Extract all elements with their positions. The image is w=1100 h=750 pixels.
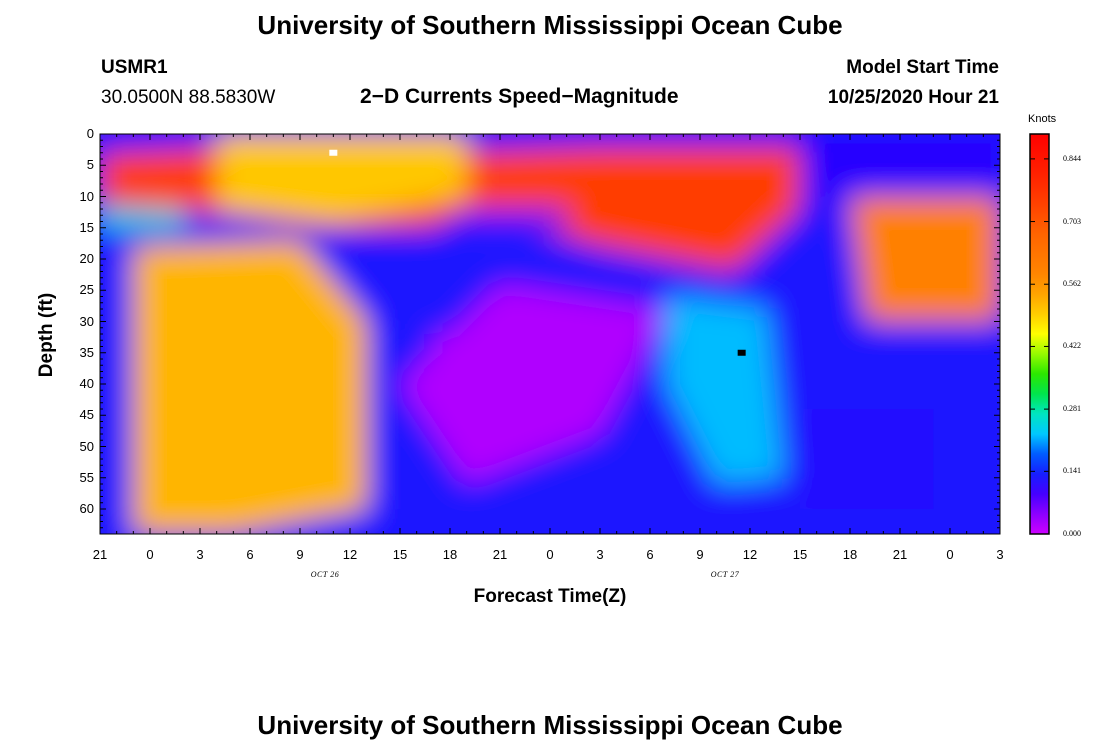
colorbar-tick-label: 0.562	[1063, 279, 1081, 289]
y-tick-label: 10	[79, 188, 94, 204]
x-tick-label: 3	[196, 547, 204, 562]
x-tick-label: 15	[792, 547, 808, 562]
colorbar	[1030, 134, 1049, 534]
station-id: USMR1	[101, 57, 168, 78]
y-tick-label: 15	[79, 219, 94, 235]
x-date-label: OCT 26	[310, 570, 340, 579]
station-coords: 30.0500N 88.5830W	[101, 87, 276, 108]
y-tick-label: 20	[79, 251, 94, 266]
y-axis-label: Depth (ft)	[36, 292, 57, 378]
x-tick-label: 18	[442, 547, 458, 562]
y-tick-label: 60	[79, 501, 94, 516]
x-tick-label: 0	[146, 547, 154, 562]
title-top: University of Southern Mississippi Ocean…	[257, 10, 843, 40]
y-tick-label: 0	[86, 126, 94, 141]
heatmap-marker	[329, 149, 338, 156]
heatmap-marker	[737, 349, 746, 356]
heatmap-cell	[133, 240, 367, 534]
title-bottom: University of Southern Mississippi Ocean…	[257, 710, 843, 740]
heatmap-cell	[433, 334, 534, 434]
x-date-label: OCT 27	[710, 570, 740, 579]
model-start-label: Model Start Time	[846, 57, 999, 78]
colorbar-tick-label: 0.422	[1063, 341, 1081, 351]
x-tick-label: 3	[596, 547, 604, 562]
heatmap-cell	[100, 209, 184, 228]
chart-subtitle: 2−D Currents Speed−Magnitude	[360, 85, 679, 108]
heatmap-cell	[850, 196, 1000, 322]
colorbar-tick-label: 0.141	[1063, 466, 1081, 476]
x-tick-label: 18	[842, 547, 858, 562]
x-tick-label: 21	[492, 547, 508, 562]
y-tick-label: 25	[79, 282, 94, 298]
colorbar-unit: Knots	[1028, 113, 1057, 125]
y-tick-label: 50	[79, 438, 94, 454]
x-tick-label: 0	[546, 547, 554, 562]
x-tick-label: 6	[646, 547, 654, 562]
x-tick-label: 21	[92, 547, 108, 562]
x-tick-label: 6	[246, 547, 254, 562]
heatmap-cell	[216, 134, 467, 222]
heatmap-cell	[800, 409, 934, 509]
x-tick-label: 9	[696, 547, 704, 562]
colorbar-tick-label: 0.000	[1063, 529, 1081, 538]
colorbar-tick-label: 0.281	[1063, 404, 1081, 414]
y-tick-label: 55	[79, 469, 94, 485]
colorbar-tick-label: 0.844	[1063, 153, 1081, 163]
y-tick-label: 45	[79, 407, 94, 423]
x-tick-label: 15	[392, 547, 408, 562]
x-tick-label: 3	[996, 547, 1004, 562]
y-tick-label: 40	[79, 376, 94, 391]
x-tick-label: 21	[892, 547, 908, 562]
model-start-value: 10/25/2020 Hour 21	[827, 87, 999, 108]
x-tick-label: 0	[946, 547, 954, 562]
heatmap-cell	[666, 296, 784, 484]
y-tick-label: 5	[86, 157, 94, 173]
colorbar-tick-label: 0.703	[1063, 216, 1081, 226]
x-axis-label: Forecast Time(Z)	[473, 586, 627, 607]
x-tick-label: 12	[342, 547, 358, 562]
x-tick-label: 9	[296, 547, 304, 562]
x-tick-label: 12	[742, 547, 758, 562]
y-tick-label: 35	[79, 344, 94, 360]
heatmap-cell	[466, 209, 567, 228]
y-tick-label: 30	[79, 313, 94, 329]
